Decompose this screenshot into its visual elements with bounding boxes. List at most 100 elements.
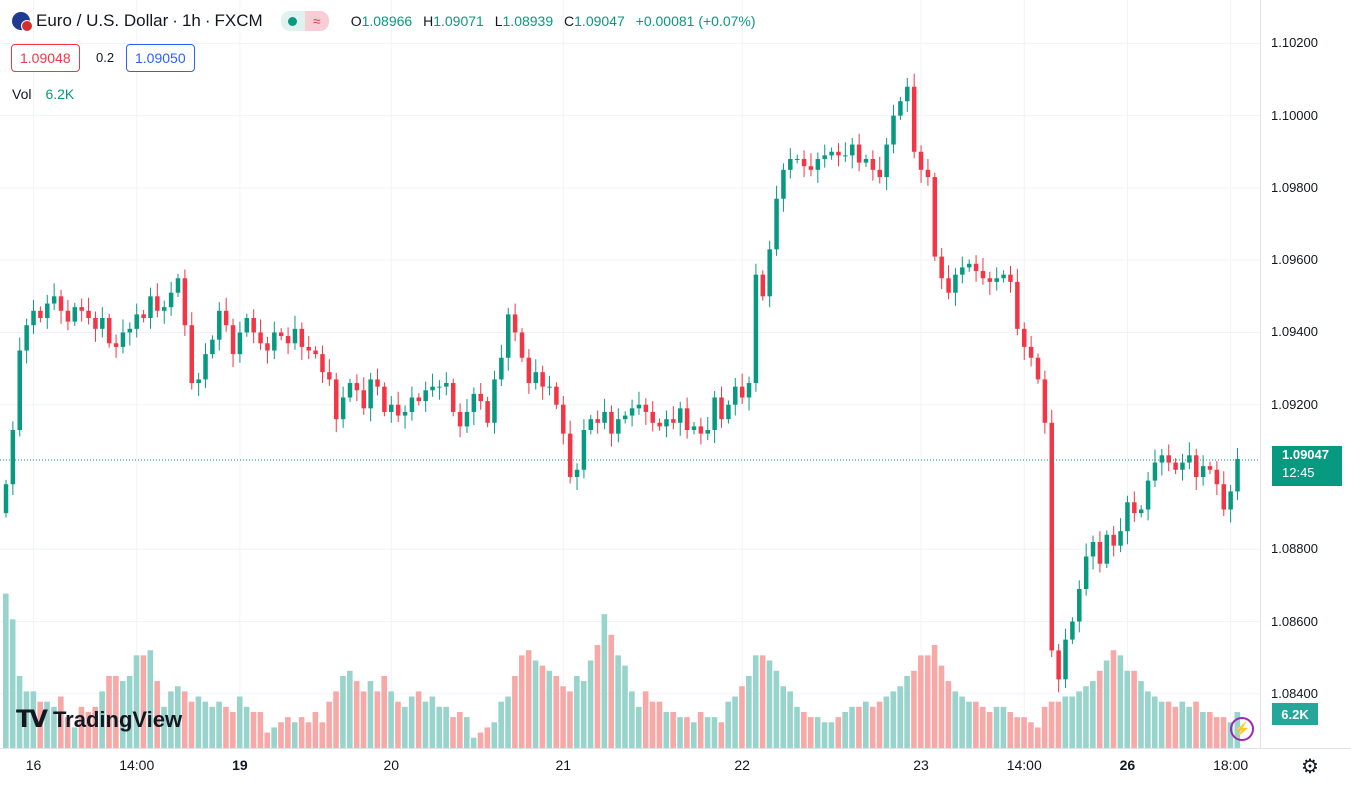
volume-bar: [436, 706, 443, 748]
candle-body: [148, 296, 153, 318]
volume-bar: [704, 717, 711, 748]
price-axis[interactable]: [1260, 0, 1351, 748]
price-tick-label: 1.10000: [1271, 107, 1318, 123]
candle-body: [540, 372, 545, 387]
candle-body: [389, 404, 394, 412]
candle-body: [1200, 466, 1206, 477]
volume-bar: [711, 717, 718, 748]
candle-body: [113, 343, 119, 347]
candlestick-chart[interactable]: [0, 0, 1260, 748]
candle-body: [333, 379, 339, 420]
volume-bar: [580, 681, 587, 748]
settings-gear-icon[interactable]: ⚙: [1301, 756, 1319, 778]
lightning-icon[interactable]: ⚡: [1230, 717, 1254, 741]
sell-button[interactable]: 1.09048: [11, 44, 80, 72]
volume-bar: [814, 717, 821, 748]
candle-body: [801, 158, 807, 167]
candle-body: [347, 383, 353, 398]
candle-body: [884, 144, 889, 178]
volume-bar: [353, 681, 360, 748]
volume-bar: [979, 706, 986, 748]
candle-body: [1118, 531, 1123, 546]
tradingview-logo-icon: 𝗧𝗩: [16, 706, 48, 733]
ohlc-values: O1.08966 H1.09071 L1.08939 C1.09047 +0.0…: [350, 13, 756, 29]
candle-body: [354, 383, 360, 391]
volume-bar: [257, 711, 264, 748]
candle-body: [643, 404, 649, 412]
volume-bar: [532, 660, 539, 748]
candle-body: [1015, 281, 1020, 329]
volume-bar: [230, 711, 236, 748]
time-axis[interactable]: [0, 748, 1351, 786]
volume-bar: [1165, 701, 1172, 748]
volume-bar: [202, 701, 209, 748]
candle-body: [1180, 462, 1185, 470]
volume-bar: [154, 681, 160, 748]
market-open-dot-icon: [280, 11, 305, 31]
volume-bar: [519, 655, 525, 748]
candle-body: [1173, 462, 1178, 470]
candle-body: [554, 386, 559, 405]
volume-bar: [615, 655, 621, 748]
volume-bar: [656, 701, 663, 748]
market-status-toggle[interactable]: ≈: [280, 11, 329, 31]
volume-bar: [298, 717, 305, 748]
candle-body: [1042, 379, 1048, 423]
volume-bar: [236, 696, 243, 748]
volume-bar: [966, 701, 972, 748]
candle-body: [705, 430, 711, 434]
volume-bar: [574, 675, 580, 748]
volume-bar: [1021, 717, 1027, 748]
volume-bar: [567, 691, 573, 748]
separator: ·: [172, 11, 178, 30]
volume-bar: [842, 711, 848, 748]
buy-button[interactable]: 1.09050: [126, 44, 195, 72]
candle-body: [478, 393, 483, 402]
time-tick-label: 22: [734, 757, 750, 773]
volume-bar: [539, 665, 546, 748]
current-price-label: 1.09047 12:45: [1272, 446, 1342, 486]
candle-body: [285, 336, 291, 344]
interval[interactable]: 1h: [181, 11, 201, 30]
volume-bar: [945, 681, 952, 748]
symbol-name[interactable]: Euro / U.S. Dollar: [36, 11, 169, 30]
volume-bar: [23, 691, 30, 748]
volume-bar: [1131, 670, 1137, 748]
candle-body: [650, 411, 655, 423]
candle-body: [464, 411, 470, 427]
volume-bar: [649, 701, 656, 748]
candle-body: [251, 317, 256, 333]
candle-body: [237, 332, 243, 355]
candle-body: [849, 144, 855, 156]
price-tick-label: 1.09400: [1271, 324, 1318, 340]
volume-bar: [1186, 706, 1192, 748]
volume-bar: [973, 701, 979, 748]
volume-bar: [195, 696, 202, 748]
candle-body: [306, 346, 311, 351]
candle-body: [278, 332, 284, 337]
candle-body: [485, 401, 490, 423]
candle-body: [719, 397, 724, 420]
volume-bar: [374, 691, 381, 748]
volume-bar: [408, 696, 415, 748]
candle-body: [994, 278, 999, 282]
price-tick-label: 1.09600: [1271, 252, 1318, 268]
candle-body: [45, 303, 50, 318]
candle-body: [863, 158, 869, 163]
volume-bar: [264, 732, 271, 748]
volume-bar: [450, 717, 456, 748]
volume-bar: [642, 691, 649, 748]
volume-bar: [188, 701, 195, 748]
volume-bar: [807, 717, 814, 748]
candle-body: [313, 350, 318, 355]
volume-bar: [340, 675, 346, 748]
candle-body: [671, 419, 676, 423]
volume-bar: [608, 634, 615, 748]
volume-bar: [697, 711, 704, 748]
time-tick-label: 14:00: [1006, 757, 1042, 773]
candle-body: [1228, 491, 1233, 510]
volume-bar: [766, 660, 773, 748]
volume-bar: [243, 706, 250, 748]
tradingview-logo[interactable]: 𝗧𝗩 TradingView: [16, 705, 182, 734]
candle-body: [1021, 328, 1027, 347]
